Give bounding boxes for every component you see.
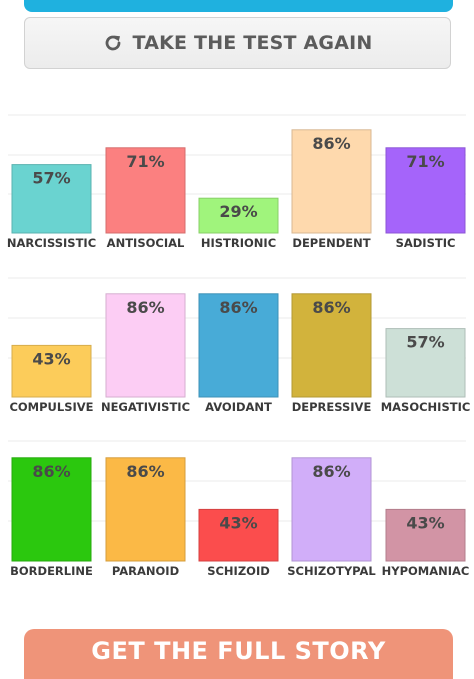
bar (105, 457, 186, 562)
bar-value-label: 86% (312, 298, 350, 317)
category-label: MASOCHISTIC (381, 400, 471, 414)
category-label: NARCISSISTIC (7, 236, 96, 250)
bar-value-label: 29% (219, 202, 257, 221)
bar-value-label: 57% (32, 169, 70, 188)
charts-svg: 57% NARCISSISTIC 71% ANTISOCIAL 29% HISTRIONI… (7, 114, 471, 578)
category-label: BORDERLINE (10, 564, 93, 578)
category-label: ANTISOCIAL (107, 236, 185, 250)
take-test-again-label: TAKE THE TEST AGAIN (132, 32, 373, 54)
category-label: SCHIZOTYPAL (287, 564, 376, 578)
bar (385, 328, 466, 398)
bar-value-label: 86% (219, 298, 257, 317)
category-label: HISTRIONIC (201, 236, 276, 250)
category-label: NEGATIVISTIC (101, 400, 190, 414)
bar (11, 344, 92, 398)
bar (291, 293, 372, 398)
bar (198, 508, 279, 562)
bar (291, 129, 372, 234)
results-charts: 57% NARCISSISTIC 71% ANTISOCIAL 29% HISTRIONI… (7, 114, 471, 578)
bar-value-label: 86% (32, 462, 70, 481)
bar (11, 164, 92, 234)
bar-value-label: 71% (406, 152, 444, 171)
refresh-icon (103, 33, 123, 53)
category-label: SCHIZOID (207, 564, 270, 578)
bar-value-label: 86% (126, 462, 164, 481)
category-label: SADISTIC (396, 236, 456, 250)
bar-value-label: 86% (126, 298, 164, 317)
category-label: PARANOID (112, 564, 179, 578)
bar (105, 293, 186, 398)
bar-value-label: 86% (312, 462, 350, 481)
bar (105, 147, 186, 234)
bar (11, 457, 92, 562)
bar (291, 457, 372, 562)
bar-value-label: 71% (126, 152, 164, 171)
bar-value-label: 43% (32, 349, 70, 368)
category-label: DEPENDENT (292, 236, 370, 250)
get-full-story-button[interactable]: GET THE FULL STORY (24, 629, 453, 679)
bar (385, 147, 466, 234)
take-test-again-button[interactable]: TAKE THE TEST AGAIN (24, 17, 451, 69)
bar (198, 197, 279, 234)
bar-value-label: 43% (406, 513, 444, 532)
bar-value-label: 57% (406, 333, 444, 352)
category-label: HYPOMANIAC (382, 564, 470, 578)
get-full-story-label: GET THE FULL STORY (91, 637, 386, 665)
bar-value-label: 43% (219, 513, 257, 532)
bar (198, 293, 279, 398)
category-label: AVOIDANT (205, 400, 272, 414)
top-accent-bar (24, 0, 453, 12)
category-label: COMPULSIVE (9, 400, 93, 414)
category-label: DEPRESSIVE (292, 400, 372, 414)
bar-value-label: 86% (312, 134, 350, 153)
bar (385, 508, 466, 562)
